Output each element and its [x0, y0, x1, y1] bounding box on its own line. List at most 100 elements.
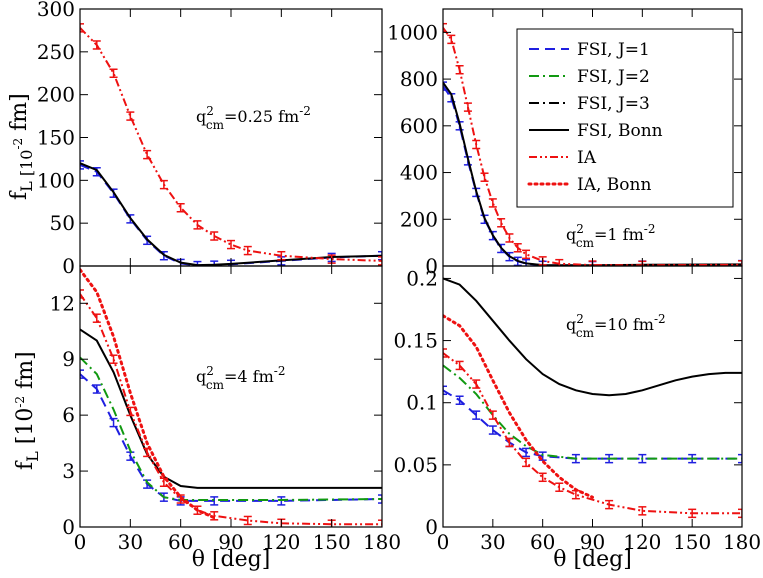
series-line-ia-bonn [443, 314, 594, 499]
legend-item: FSI, Bonn [529, 121, 663, 141]
error-bar-point [455, 395, 464, 405]
y-tick-label: 12 [50, 291, 75, 315]
error-bar-point [488, 425, 497, 435]
error-bar-point [538, 472, 547, 483]
panel-annotation: q2 cm=0.25 fm-2 [196, 104, 311, 132]
series-line-fsi-j-2 [80, 356, 382, 501]
legend-label: IA [577, 148, 597, 168]
y-tick-label: 0.05 [393, 453, 438, 477]
legend-label: FSI, J=3 [577, 94, 650, 114]
series-group [80, 23, 382, 266]
error-bar-point [455, 360, 464, 371]
error-bar-point [109, 68, 118, 78]
error-bar-point [738, 508, 742, 519]
y-tick-label: 9 [62, 347, 75, 371]
y-axis-label: fL [10-2 fm] [7, 93, 36, 200]
error-bar-point [227, 239, 235, 250]
y-tick-label: 400 [400, 161, 438, 185]
error-bar-point [378, 256, 382, 266]
panel-top-left: 0 50 100 150 200 250 300 q2 cm=0.25 fm-2 fL [10-2… [7, 0, 383, 278]
error-bar-point [378, 494, 382, 504]
y-tick-label: 6 [62, 403, 75, 427]
panel-bottom-right: 0 0.05 0.1 0.15 0.2 0 30 60 90 120 150 180 q2 cm=10 f… [393, 265, 761, 554]
error-bar-point [80, 369, 84, 379]
panel-annotation: q2 cm=4 fm-2 [196, 364, 285, 392]
error-bar-point [480, 172, 489, 182]
y-tick-label: 150 [37, 126, 75, 150]
error-bar-point [126, 451, 135, 461]
error-bar-point [522, 447, 531, 458]
y-tick-label: 200 [400, 207, 438, 231]
y-tick-label: 50 [50, 211, 75, 235]
error-bar-point [243, 515, 252, 526]
x-tick-label: 180 [363, 530, 401, 554]
series-line-ia [80, 27, 382, 262]
x-tick-label: 60 [530, 530, 555, 554]
series-line-fsi-j-1 [443, 389, 742, 460]
y-tick-label: 200 [37, 83, 75, 107]
x-tick-label: 180 [723, 530, 761, 554]
legend-item: IA [529, 148, 597, 168]
x-tick-label: 90 [580, 530, 605, 554]
error-bar-point [109, 417, 118, 428]
legend-label: IA, Bonn [577, 175, 651, 195]
y-tick-label: 0 [62, 254, 75, 278]
error-bar-point [378, 250, 382, 261]
panel-frame [442, 265, 743, 528]
legend-item: FSI, J=2 [529, 67, 650, 87]
y-tick-label: 100 [37, 168, 75, 192]
error-bar-point [80, 289, 84, 299]
x-tick-label: 90 [218, 530, 243, 554]
error-bar-point [488, 410, 497, 420]
error-bar-point [80, 160, 84, 170]
error-bar-point [472, 139, 481, 150]
y-axis-label: fL [10-2 fm] [13, 351, 42, 470]
error-bar-point [538, 451, 547, 461]
series-line-fsi-bonn [80, 328, 382, 489]
series-line-ia-bonn [80, 268, 216, 520]
y-tick-label: 600 [400, 114, 438, 138]
error-bar-point [92, 313, 101, 323]
panel-annotation: q2 cm=10 fm-2 [566, 312, 666, 340]
x-tick-label: 0 [74, 530, 87, 554]
x-tick-label: 120 [623, 530, 661, 554]
error-bar-point [443, 348, 447, 358]
y-tick-label: 800 [400, 67, 438, 91]
panel-frame [79, 8, 383, 267]
error-bar-point [605, 499, 614, 510]
error-bar-point [472, 379, 481, 389]
series-line-ia [80, 293, 382, 526]
error-bar-point [688, 508, 697, 519]
legend-item: FSI, J=1 [529, 40, 650, 60]
error-bar-point [455, 64, 464, 75]
x-tick-label: 150 [673, 530, 711, 554]
series-group [443, 277, 742, 519]
error-bar-point [210, 496, 219, 506]
error-bar-point [193, 220, 202, 230]
error-bar-point [378, 519, 382, 527]
error-bar-point [505, 437, 514, 448]
legend-label: FSI, J=2 [577, 67, 650, 87]
x-tick-label: 30 [118, 530, 143, 554]
x-tick-label: 150 [313, 530, 351, 554]
legend-item: IA, Bonn [527, 175, 651, 195]
y-tick-label: 1000 [387, 20, 438, 44]
y-tick-label: 300 [37, 0, 75, 21]
error-bar-point [92, 40, 101, 50]
error-bar-point [126, 406, 135, 417]
y-tick-label: 0 [62, 515, 75, 539]
legend-label: FSI, Bonn [577, 121, 663, 141]
x-axis-label: θ [deg] [192, 547, 271, 572]
x-tick-label: 60 [168, 530, 193, 554]
x-tick-label: 30 [480, 530, 505, 554]
error-bar-point [176, 202, 185, 213]
series-line-fsi-j-1 [80, 373, 382, 502]
error-bar-point [210, 231, 219, 241]
error-bar-point [472, 410, 481, 420]
series-line-ia [443, 27, 742, 266]
error-bar-point [738, 453, 742, 464]
error-bar-point [463, 102, 472, 112]
error-bar-point [92, 384, 101, 394]
error-bar-point [505, 233, 514, 243]
